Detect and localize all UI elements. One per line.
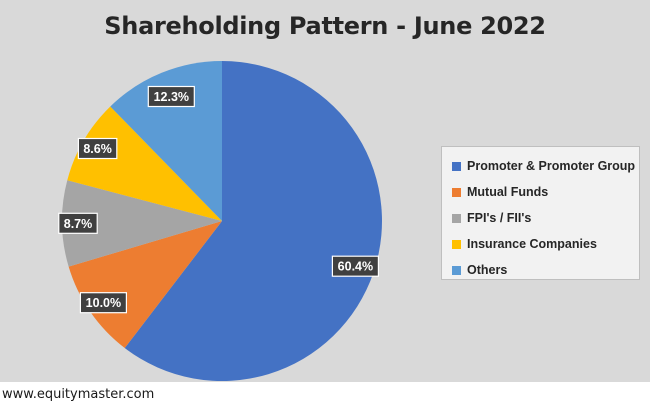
svg-text:8.7%: 8.7% — [64, 217, 93, 231]
legend-label: FPI's / FII's — [467, 211, 532, 225]
data-label-fpi-s-fii-s: 8.7% — [58, 212, 98, 234]
legend-item-mutual-funds: Mutual Funds — [452, 179, 639, 205]
source-url: www.equitymaster.com — [2, 387, 155, 402]
legend-label: Mutual Funds — [467, 185, 549, 199]
legend-swatch — [452, 161, 461, 171]
pie-slice-promoter-promoter-group — [124, 61, 382, 381]
legend-swatch — [452, 213, 461, 223]
svg-text:60.4%: 60.4% — [338, 260, 373, 274]
data-label-others: 12.3% — [147, 85, 195, 108]
data-label-mutual-funds: 10.0% — [79, 292, 128, 314]
svg-text:12.3%: 12.3% — [154, 90, 189, 104]
legend-item-others: Others — [452, 257, 639, 283]
legend-swatch — [452, 265, 461, 275]
chart-legend: Promoter & Promoter Group Mutual Funds FPI… — [441, 146, 640, 280]
svg-text:8.6%: 8.6% — [83, 142, 112, 156]
legend-item-promoter-promoter-group: Promoter & Promoter Group — [452, 153, 639, 179]
legend-item-insurance-companies: Insurance Companies — [452, 231, 639, 257]
legend-label: Others — [467, 263, 508, 277]
legend-label: Insurance Companies — [467, 237, 597, 251]
legend-label: Promoter & Promoter Group — [467, 159, 636, 173]
chart-panel: Shareholding Pattern - June 2022 60.4% 10… — [0, 0, 650, 382]
data-label-promoter-promoter-group: 60.4% — [331, 255, 379, 277]
pie-slice-insurance-companies — [67, 106, 222, 221]
svg-text:10.0%: 10.0% — [86, 296, 121, 310]
data-label-insurance-companies: 8.6% — [77, 137, 118, 160]
chart-title: Shareholding Pattern - June 2022 — [104, 12, 546, 40]
legend-item-fpi-s-fii-s: FPI's / FII's — [452, 205, 639, 231]
pie-slice-mutual-funds — [68, 221, 222, 349]
pie-slice-fpi-s-fii-s — [62, 180, 223, 267]
pie-chart: 60.4% 10.0% 8.7% 8.6% 12.3% — [58, 61, 382, 381]
legend-swatch — [452, 239, 461, 249]
legend-swatch — [452, 187, 461, 197]
